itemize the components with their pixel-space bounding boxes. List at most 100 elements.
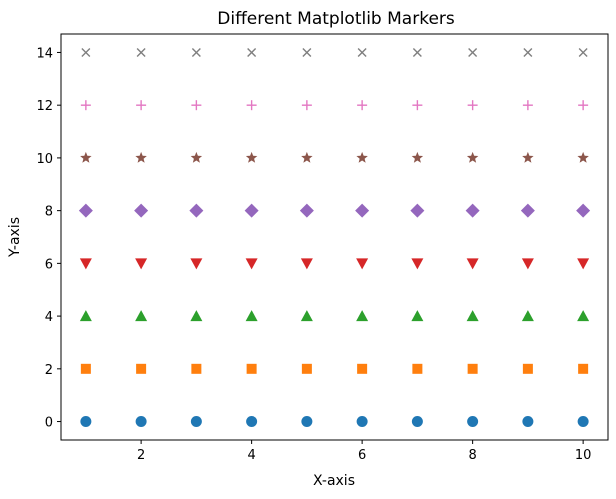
triangle-down-marker [245, 258, 258, 270]
x-marker [247, 47, 257, 57]
plus-marker [136, 100, 147, 111]
star-marker [190, 151, 203, 163]
x-tick-label: 6 [358, 448, 366, 463]
star-marker [135, 151, 147, 163]
x-axis-title: X-axis [313, 473, 355, 489]
triangle-up-marker [466, 310, 479, 322]
circle-marker [80, 416, 92, 428]
triangle-down-marker [356, 258, 369, 270]
x-marker [302, 47, 312, 57]
chart-title: Different Matplotlib Markers [217, 9, 455, 29]
triangle-up-marker [411, 310, 424, 322]
plot-area [78, 47, 591, 428]
triangle-down-marker [300, 258, 313, 270]
triangle-down-marker [521, 258, 534, 270]
star-marker [466, 151, 479, 163]
diamond-marker [465, 203, 480, 218]
y-tick-label: 12 [36, 99, 53, 114]
y-tick-label: 10 [36, 152, 53, 167]
y-tick-label: 0 [45, 416, 53, 431]
triangle-down-marker [466, 258, 479, 270]
x-tick-label: 10 [575, 448, 592, 463]
circle-marker [190, 416, 202, 428]
circle-marker [301, 416, 313, 428]
circle-marker [522, 416, 534, 428]
plot-frame [60, 33, 609, 441]
triangle-up-marker [300, 310, 313, 322]
diamond-marker [78, 203, 93, 218]
star-marker [411, 151, 424, 163]
plus-marker [301, 100, 312, 111]
y-axis-title: Y-axis [7, 217, 23, 258]
x-marker [81, 47, 91, 57]
x-marker [191, 47, 201, 57]
plus-marker [412, 100, 423, 111]
square-marker [412, 363, 423, 374]
square-marker [522, 363, 533, 374]
x-marker [523, 47, 533, 57]
triangle-up-marker [135, 310, 148, 322]
plus-marker [80, 100, 91, 111]
plus-marker [357, 100, 368, 111]
triangle-down-marker [190, 258, 203, 270]
square-marker [80, 363, 91, 374]
circle-marker [356, 416, 368, 428]
star-marker [577, 151, 589, 163]
y-tick-label: 6 [45, 257, 53, 272]
triangle-up-marker [356, 310, 369, 322]
triangle-down-marker [411, 258, 424, 270]
circle-marker [135, 416, 147, 428]
triangle-down-marker [577, 258, 590, 270]
diamond-marker [299, 203, 314, 218]
plus-marker [191, 100, 202, 111]
triangle-up-marker [577, 310, 590, 322]
y-tick-label: 4 [45, 310, 53, 325]
diamond-marker [244, 203, 259, 218]
x-marker [412, 47, 422, 57]
circle-marker [411, 416, 423, 428]
star-marker [522, 151, 534, 163]
triangle-up-marker [190, 310, 203, 322]
square-marker [467, 363, 478, 374]
x-axis: 2 4 6 8 10 [137, 440, 591, 463]
diamond-marker [134, 203, 149, 218]
plus-marker [467, 100, 478, 111]
star-marker [245, 151, 258, 163]
diamond-marker [576, 203, 591, 218]
diamond-marker [520, 203, 535, 218]
square-marker [578, 363, 589, 374]
circle-marker [467, 416, 479, 428]
x-marker [468, 47, 478, 57]
x-tick-label: 8 [468, 448, 476, 463]
circle-marker [577, 416, 589, 428]
star-marker [301, 151, 313, 163]
diamond-marker [189, 203, 204, 218]
plus-marker [246, 100, 257, 111]
x-tick-label: 2 [137, 448, 145, 463]
x-tick-label: 4 [247, 448, 255, 463]
x-marker [136, 47, 146, 57]
triangle-down-marker [135, 258, 148, 270]
x-marker [578, 47, 588, 57]
x-marker [357, 47, 367, 57]
y-tick-label: 14 [36, 46, 53, 61]
triangle-up-marker [245, 310, 258, 322]
star-marker [80, 151, 92, 163]
diamond-marker [355, 203, 370, 218]
plus-marker [578, 100, 589, 111]
square-marker [301, 363, 312, 374]
y-tick-label: 8 [45, 205, 53, 220]
square-marker [246, 363, 257, 374]
diamond-marker [410, 203, 425, 218]
square-marker [136, 363, 147, 374]
circle-marker [246, 416, 258, 428]
triangle-up-marker [79, 310, 92, 322]
y-tick-label: 2 [45, 363, 53, 378]
plus-marker [522, 100, 533, 111]
square-marker [191, 363, 202, 374]
y-axis: 0 2 4 6 8 10 12 14 [36, 46, 61, 431]
triangle-up-marker [521, 310, 534, 322]
star-marker [356, 151, 368, 163]
